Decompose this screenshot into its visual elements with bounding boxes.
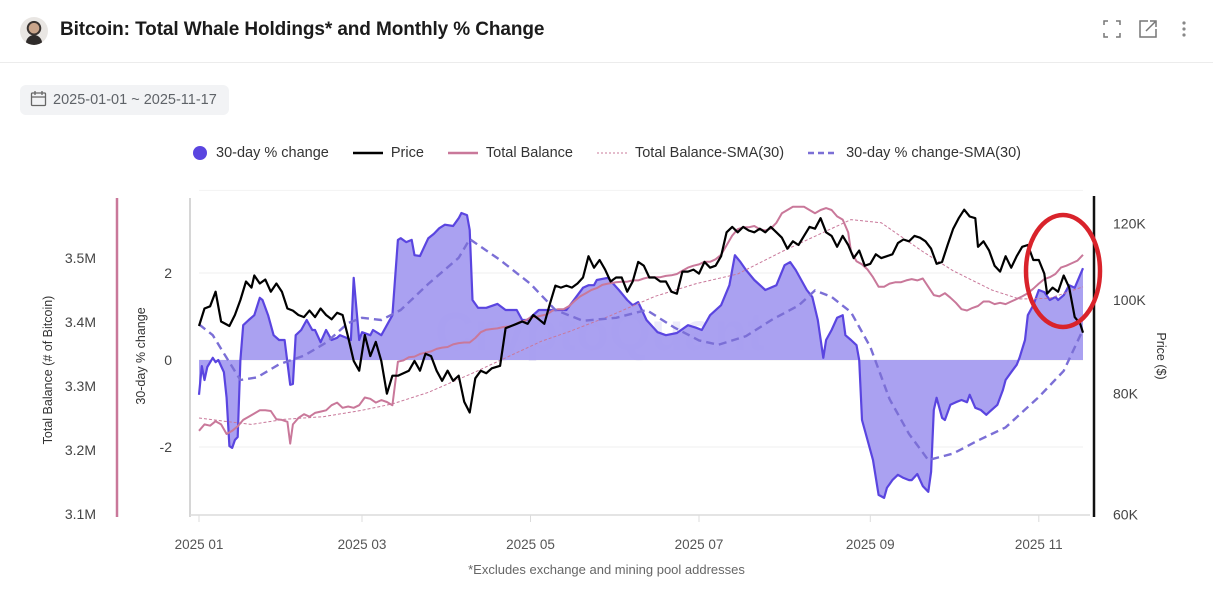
percent-tick-label: 0 [164, 352, 172, 368]
balance-tick-label: 3.1M [65, 506, 96, 522]
fullscreen-icon[interactable] [1101, 18, 1123, 40]
date-range-label: 2025-01-01 ~ 2025-11-17 [53, 92, 217, 108]
chart-legend: 30-day % change Price Total Balance Tota… [0, 145, 1213, 161]
balance-tick-label: 3.3M [65, 378, 96, 394]
header-actions [1101, 18, 1195, 40]
legend-item-price[interactable]: Price [352, 145, 424, 161]
legend-dot-marker [193, 146, 208, 160]
red-circle-annotation [1023, 212, 1103, 330]
price-tick-label: 100K [1113, 292, 1146, 308]
series-line-30-day-change [197, 211, 1085, 499]
legend-label: 30-day % change-SMA(30) [846, 145, 1021, 161]
balance-tick-label: 3.5M [65, 250, 96, 266]
x-tick-label: 2025 03 [338, 537, 387, 552]
series-line-total-balance-sma-30 [198, 219, 1084, 425]
x-tick-label: 2025 11 [1015, 537, 1063, 552]
tick-labels: 2025 01 2025 03 2025 05 2025 07 2025 09 2025 … [41, 215, 1168, 552]
legend-line-marker [447, 151, 478, 155]
legend-item-total-balance-sma[interactable]: Total Balance-SMA(30) [596, 145, 785, 161]
chart-header: Bitcoin: Total Whale Holdings* and Month… [0, 0, 1213, 63]
legend-item-30-day-change-sma[interactable]: 30-day % change-SMA(30) [808, 145, 1021, 161]
balance-tick-label: 3.2M [65, 442, 96, 458]
calendar-icon [30, 90, 47, 111]
balance-axis-title: Total Balance (# of Bitcoin) [41, 296, 55, 445]
series-area-30-day-change [199, 213, 1083, 498]
x-tick-label: 2025 09 [846, 537, 895, 552]
more-vertical-icon[interactable] [1173, 18, 1195, 40]
legend-dashed-marker [808, 151, 839, 155]
x-tick-label: 2025 01 [175, 537, 224, 552]
axes [115, 196, 1096, 522]
percent-tick-label: 2 [164, 265, 172, 281]
footnote: *Excludes exchange and mining pool addre… [468, 562, 745, 577]
price-tick-label: 80K [1113, 386, 1139, 402]
series-line-total-balance [198, 205, 1084, 445]
price-tick-label: 60K [1113, 507, 1139, 523]
legend-line-marker [352, 151, 383, 155]
price-axis-title: Price ($) [1154, 332, 1168, 379]
legend-label: Price [390, 145, 424, 161]
series-line-price [197, 208, 1085, 414]
open-external-icon[interactable] [1137, 18, 1159, 40]
legend-label: Total Balance [485, 145, 573, 161]
legend-label: 30-day % change [216, 145, 329, 161]
legend-item-total-balance[interactable]: Total Balance [447, 145, 573, 161]
x-tick-label: 2025 07 [675, 537, 724, 552]
series-line-30-day-change-sma-30 [198, 237, 1085, 462]
date-range-picker[interactable]: 2025-01-01 ~ 2025-11-17 [20, 85, 229, 115]
page-title: Bitcoin: Total Whale Holdings* and Month… [60, 19, 545, 40]
legend-dotted-marker [596, 152, 627, 154]
legend-label: Total Balance-SMA(30) [634, 145, 785, 161]
percent-tick-label: -2 [160, 439, 173, 455]
balance-tick-label: 3.4M [65, 314, 96, 330]
series-30-day-change-area [199, 213, 1083, 498]
avatar [20, 17, 48, 45]
percent-axis-title: 30-day % change [134, 307, 148, 404]
annotation-layer [1023, 212, 1103, 330]
x-tick-label: 2025 05 [506, 537, 555, 552]
series-lines [197, 205, 1085, 499]
price-tick-label: 120K [1113, 215, 1146, 231]
legend-item-30-day-change[interactable]: 30-day % change [192, 145, 329, 161]
